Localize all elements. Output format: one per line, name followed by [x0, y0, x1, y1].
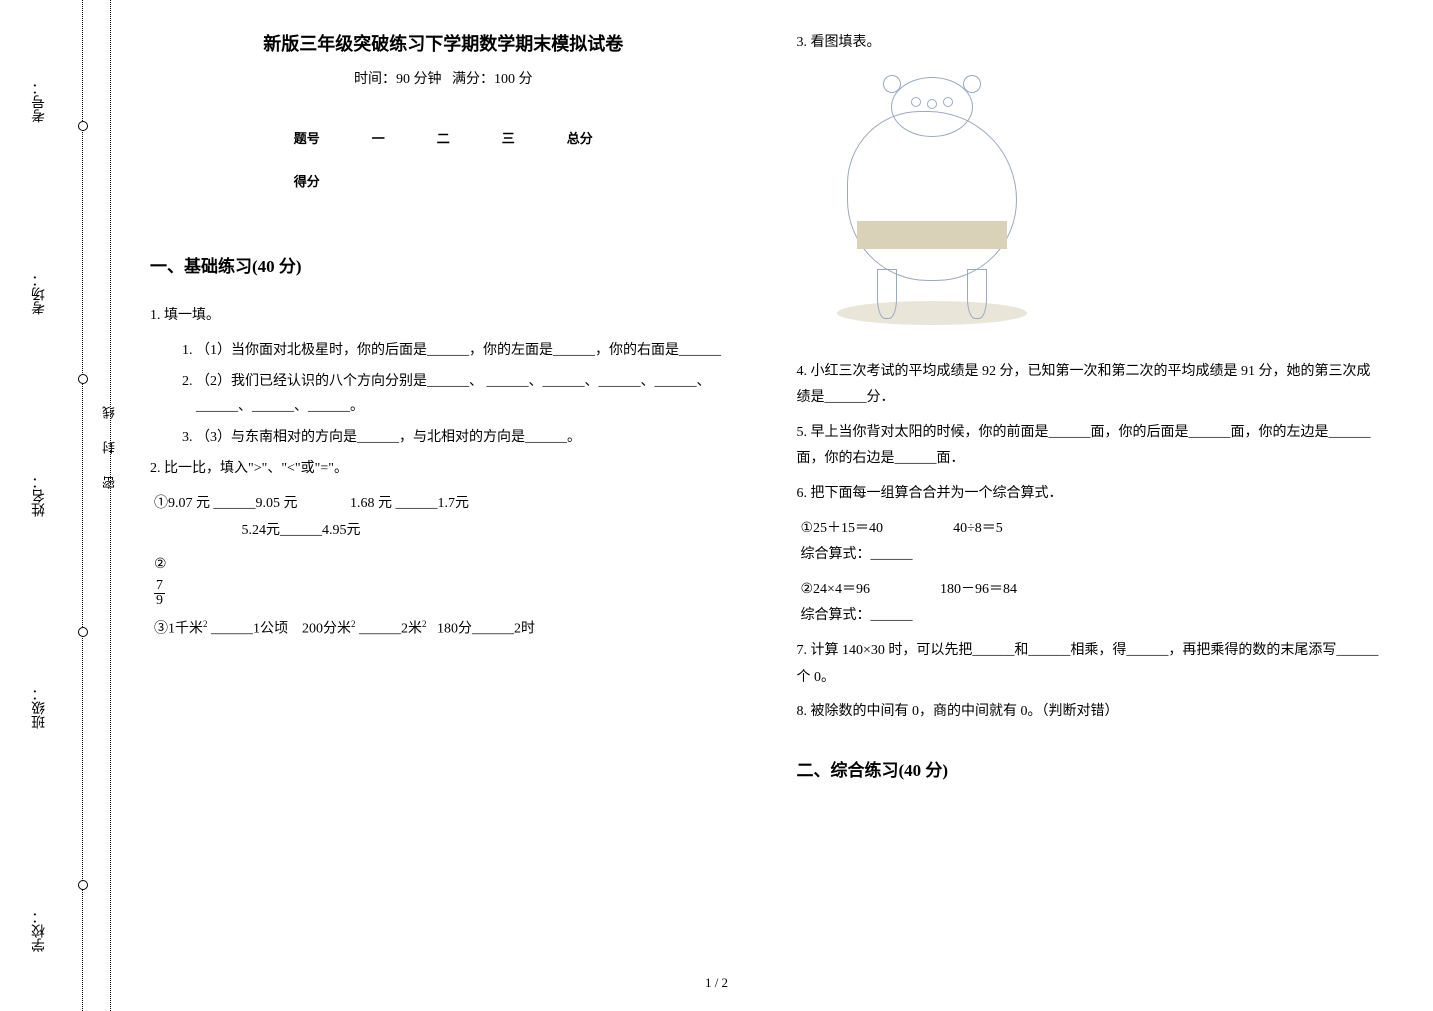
- q6-g1a: ①25＋15＝40: [801, 521, 884, 536]
- q6-g2: ②24×4＝96 180－96＝84 综合算式：______: [801, 577, 1384, 630]
- q1-item-1: （1）当你面对北极星时，你的后面是______，你的左面是______，你的右面…: [196, 338, 737, 363]
- time-limit: 时间：90 分钟: [354, 72, 442, 87]
- frac-num: 7: [154, 579, 165, 594]
- q2-line2: ② 7 9: [154, 552, 737, 608]
- sup-2: 2: [351, 619, 356, 629]
- q2-line1: ①9.07 元 ______9.05 元 1.68 元 ______1.7元 5…: [154, 491, 737, 544]
- q2-l2a: ②: [154, 557, 167, 572]
- q6-g2c: 综合算式：______: [801, 608, 913, 623]
- q1-sublist: （1）当你面对北极星时，你的后面是______，你的左面是______，你的右面…: [196, 338, 737, 451]
- page-footer: 1 / 2: [705, 975, 728, 991]
- score-header-2: 二: [411, 116, 476, 159]
- q6-g1c: 综合算式：______: [801, 547, 913, 562]
- dotted-line-inner: [110, 0, 111, 1011]
- q2-l3c: 200分米: [302, 621, 351, 636]
- exam-title: 新版三年级突破练习下学期数学期末模拟试卷: [150, 30, 737, 56]
- binding-margin: 学校： 班级： 姓名： 考场： 考号： 密封线: [0, 0, 120, 1011]
- binding-label-class: 班级：: [30, 687, 50, 729]
- score-header-1: 一: [346, 116, 411, 159]
- score-header-3: 三: [476, 116, 541, 159]
- q1-item-2: （2）我们已经认识的八个方向分别是______、 ______、______、_…: [196, 369, 737, 419]
- section-1-heading: 一、基础练习(40 分): [150, 252, 737, 277]
- q6-g1b: 40÷8＝5: [953, 521, 1003, 536]
- q2-l3e: 180分______2时: [437, 621, 535, 636]
- q2-l3a: ③1千米: [154, 621, 203, 636]
- q7-text: 7. 计算 140×30 时，可以先把______和______相乘，得____…: [797, 638, 1384, 691]
- dotted-line-outer: [82, 0, 83, 1011]
- score-cell-total: [541, 159, 619, 202]
- q5-text: 5. 早上当你背对太阳的时候，你的前面是______面，你的后面是______面…: [797, 420, 1384, 473]
- binding-label-school: 学校：: [30, 910, 50, 952]
- q2-line3: ③1千米2 ______1公顷 200分米2 ______2米2 180分___…: [154, 616, 737, 643]
- sup-3: 2: [422, 619, 427, 629]
- seal-line-text: 密封线: [100, 384, 119, 489]
- score-header-4: 总分: [541, 116, 619, 159]
- q6-num: 6. 把下面每一组算合合并为一个综合算式．: [797, 481, 1384, 508]
- exam-subtitle: 时间：90 分钟 满分：100 分: [150, 68, 737, 88]
- score-header-0: 题号: [268, 116, 346, 159]
- binding-label-room: 考场：: [30, 273, 50, 315]
- q2-l3d: ______2米: [359, 621, 422, 636]
- figure-bear: [817, 71, 1047, 341]
- q1-item-3: （3）与东南相对的方向是______，与北相对的方向是______。: [196, 425, 737, 450]
- frac-den: 9: [154, 594, 165, 608]
- q8-text: 8. 被除数的中间有 0，商的中间就有 0。（判断对错）: [797, 699, 1384, 726]
- q2-l1a: ①9.07 元 ______9.05 元: [154, 496, 298, 511]
- full-score: 满分：100 分: [452, 72, 533, 87]
- q1-num: 1. 填一填。: [150, 303, 737, 330]
- binding-label-name: 姓名：: [30, 475, 50, 517]
- score-cell-2: [411, 159, 476, 202]
- q6-g2a: ②24×4＝96: [801, 582, 870, 597]
- score-cell-3: [476, 159, 541, 202]
- score-table: 题号 一 二 三 总分 得分: [268, 116, 619, 202]
- q2-l1b: 1.68 元 ______1.7元: [350, 496, 469, 511]
- q2-l3b: ______1公顷: [211, 621, 288, 636]
- q6-g2b: 180－96＝84: [940, 582, 1017, 597]
- q3-num: 3. 看图填表。: [797, 30, 1384, 57]
- fraction-icon: 7 9: [154, 579, 165, 608]
- binding-label-id: 考号：: [30, 81, 50, 123]
- q2-num: 2. 比一比，填入">"、"<"或"="。: [150, 456, 737, 483]
- q6-g1: ①25＋15＝40 40÷8＝5 综合算式：______: [801, 516, 1384, 569]
- score-row-label: 得分: [268, 159, 346, 202]
- sup-1: 2: [203, 619, 208, 629]
- q2-l1c: 5.24元______4.95元: [242, 523, 361, 538]
- score-cell-1: [346, 159, 411, 202]
- section-2-heading: 二、综合练习(40 分): [797, 756, 1384, 781]
- q4-text: 4. 小红三次考试的平均成绩是 92 分，已知第一次和第二次的平均成绩是 91 …: [797, 359, 1384, 412]
